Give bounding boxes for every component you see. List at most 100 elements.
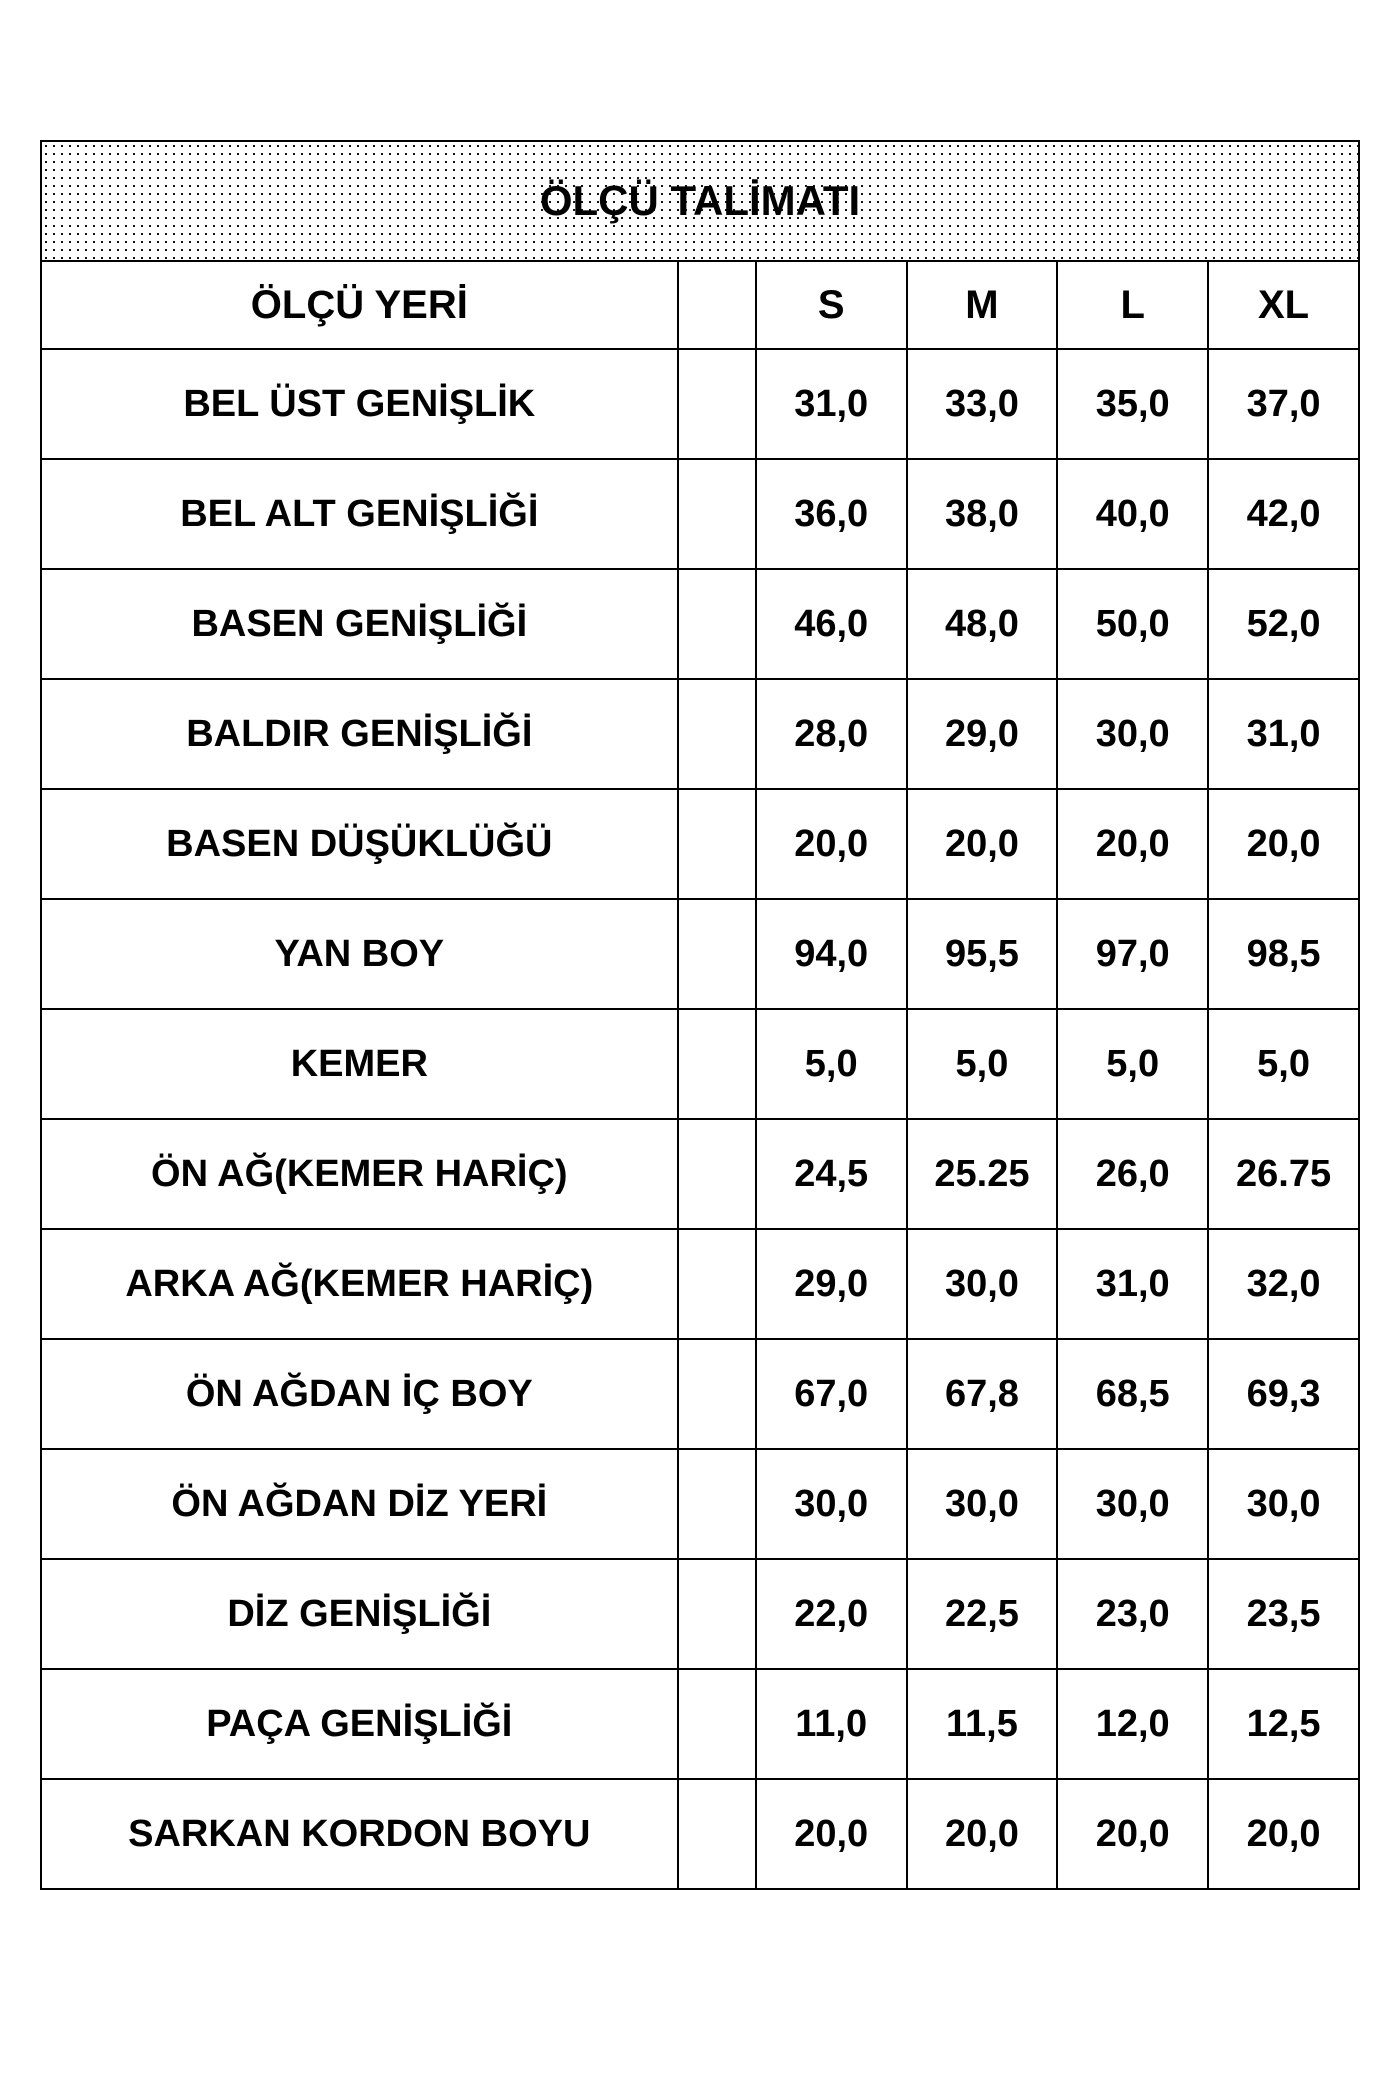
- cell-value: 24,5: [756, 1119, 907, 1229]
- table-row: BEL ALT GENİŞLİĞİ 36,038,040,042,0: [41, 459, 1359, 569]
- table-row: BASEN GENİŞLİĞİ46,048,050,052,0: [41, 569, 1359, 679]
- cell-value: 46,0: [756, 569, 907, 679]
- row-spacer: [678, 569, 756, 679]
- cell-value: 52,0: [1208, 569, 1359, 679]
- row-spacer: [678, 899, 756, 1009]
- cell-value: 5,0: [907, 1009, 1058, 1119]
- cell-value: 67,8: [907, 1339, 1058, 1449]
- cell-value: 97,0: [1057, 899, 1208, 1009]
- row-spacer: [678, 1669, 756, 1779]
- header-size-m: M: [907, 261, 1058, 349]
- cell-value: 11,0: [756, 1669, 907, 1779]
- cell-value: 48,0: [907, 569, 1058, 679]
- header-label: ÖLÇÜ YERİ: [41, 261, 678, 349]
- cell-value: 42,0: [1208, 459, 1359, 569]
- row-spacer: [678, 1559, 756, 1669]
- row-label: KEMER: [41, 1009, 678, 1119]
- cell-value: 20,0: [1057, 1779, 1208, 1889]
- cell-value: 22,5: [907, 1559, 1058, 1669]
- cell-value: 26,0: [1057, 1119, 1208, 1229]
- cell-value: 25.25: [907, 1119, 1058, 1229]
- table-row: BEL ÜST GENİŞLİK31,033,035,037,0: [41, 349, 1359, 459]
- page: ÖLÇÜ TALİMATI ÖLÇÜ YERİ S M L XL BEL ÜST…: [0, 0, 1400, 2100]
- row-spacer: [678, 679, 756, 789]
- cell-value: 30,0: [1057, 679, 1208, 789]
- cell-value: 11,5: [907, 1669, 1058, 1779]
- header-size-xl: XL: [1208, 261, 1359, 349]
- table-row: ARKA AĞ(KEMER HARİÇ) 29,030,031,032,0: [41, 1229, 1359, 1339]
- cell-value: 5,0: [756, 1009, 907, 1119]
- cell-value: 23,5: [1208, 1559, 1359, 1669]
- table-title: ÖLÇÜ TALİMATI: [41, 141, 1359, 261]
- title-row: ÖLÇÜ TALİMATI: [41, 141, 1359, 261]
- cell-value: 30,0: [1057, 1449, 1208, 1559]
- table-row: ÖN AĞDAN DİZ YERİ30,030,030,030,0: [41, 1449, 1359, 1559]
- cell-value: 20,0: [756, 1779, 907, 1889]
- cell-value: 33,0: [907, 349, 1058, 459]
- table-row: PAÇA GENİŞLİĞİ 11,011,512,012,5: [41, 1669, 1359, 1779]
- cell-value: 5,0: [1208, 1009, 1359, 1119]
- cell-value: 37,0: [1208, 349, 1359, 459]
- cell-value: 40,0: [1057, 459, 1208, 569]
- header-size-l: L: [1057, 261, 1208, 349]
- cell-value: 29,0: [756, 1229, 907, 1339]
- header-row: ÖLÇÜ YERİ S M L XL: [41, 261, 1359, 349]
- cell-value: 94,0: [756, 899, 907, 1009]
- cell-value: 28,0: [756, 679, 907, 789]
- measurement-table: ÖLÇÜ TALİMATI ÖLÇÜ YERİ S M L XL BEL ÜST…: [40, 140, 1360, 1890]
- row-spacer: [678, 1449, 756, 1559]
- row-label: DİZ GENİŞLİĞİ: [41, 1559, 678, 1669]
- cell-value: 50,0: [1057, 569, 1208, 679]
- cell-value: 12,0: [1057, 1669, 1208, 1779]
- cell-value: 30,0: [907, 1229, 1058, 1339]
- row-label: BALDIR GENİŞLİĞİ: [41, 679, 678, 789]
- row-spacer: [678, 1229, 756, 1339]
- header-spacer: [678, 261, 756, 349]
- row-label: PAÇA GENİŞLİĞİ: [41, 1669, 678, 1779]
- row-label: ÖN AĞ(KEMER HARİÇ): [41, 1119, 678, 1229]
- row-spacer: [678, 1339, 756, 1449]
- row-spacer: [678, 459, 756, 569]
- table-row: DİZ GENİŞLİĞİ22,022,523,023,5: [41, 1559, 1359, 1669]
- table-row: KEMER5,05,05,05,0: [41, 1009, 1359, 1119]
- cell-value: 30,0: [756, 1449, 907, 1559]
- cell-value: 29,0: [907, 679, 1058, 789]
- cell-value: 12,5: [1208, 1669, 1359, 1779]
- table-row: YAN BOY 94,095,597,098,5: [41, 899, 1359, 1009]
- cell-value: 20,0: [907, 1779, 1058, 1889]
- cell-value: 20,0: [1057, 789, 1208, 899]
- row-spacer: [678, 789, 756, 899]
- row-label: ÖN AĞDAN İÇ BOY: [41, 1339, 678, 1449]
- cell-value: 20,0: [907, 789, 1058, 899]
- cell-value: 36,0: [756, 459, 907, 569]
- cell-value: 31,0: [756, 349, 907, 459]
- cell-value: 20,0: [756, 789, 907, 899]
- table-head: ÖLÇÜ TALİMATI ÖLÇÜ YERİ S M L XL: [41, 141, 1359, 349]
- cell-value: 20,0: [1208, 1779, 1359, 1889]
- table-row: SARKAN KORDON BOYU20,020,020,020,0: [41, 1779, 1359, 1889]
- row-label: YAN BOY: [41, 899, 678, 1009]
- row-label: BEL ÜST GENİŞLİK: [41, 349, 678, 459]
- row-label: ÖN AĞDAN DİZ YERİ: [41, 1449, 678, 1559]
- cell-value: 31,0: [1208, 679, 1359, 789]
- cell-value: 32,0: [1208, 1229, 1359, 1339]
- row-spacer: [678, 1779, 756, 1889]
- row-spacer: [678, 349, 756, 459]
- cell-value: 31,0: [1057, 1229, 1208, 1339]
- cell-value: 38,0: [907, 459, 1058, 569]
- cell-value: 68,5: [1057, 1339, 1208, 1449]
- row-label: SARKAN KORDON BOYU: [41, 1779, 678, 1889]
- row-label: ARKA AĞ(KEMER HARİÇ): [41, 1229, 678, 1339]
- table-row: BASEN DÜŞÜKLÜĞÜ20,020,020,020,0: [41, 789, 1359, 899]
- cell-value: 98,5: [1208, 899, 1359, 1009]
- row-label: BASEN DÜŞÜKLÜĞÜ: [41, 789, 678, 899]
- row-spacer: [678, 1009, 756, 1119]
- row-label: BEL ALT GENİŞLİĞİ: [41, 459, 678, 569]
- cell-value: 22,0: [756, 1559, 907, 1669]
- table-row: ÖN AĞDAN İÇ BOY67,067,868,569,3: [41, 1339, 1359, 1449]
- header-size-s: S: [756, 261, 907, 349]
- cell-value: 20,0: [1208, 789, 1359, 899]
- cell-value: 95,5: [907, 899, 1058, 1009]
- cell-value: 69,3: [1208, 1339, 1359, 1449]
- cell-value: 30,0: [907, 1449, 1058, 1559]
